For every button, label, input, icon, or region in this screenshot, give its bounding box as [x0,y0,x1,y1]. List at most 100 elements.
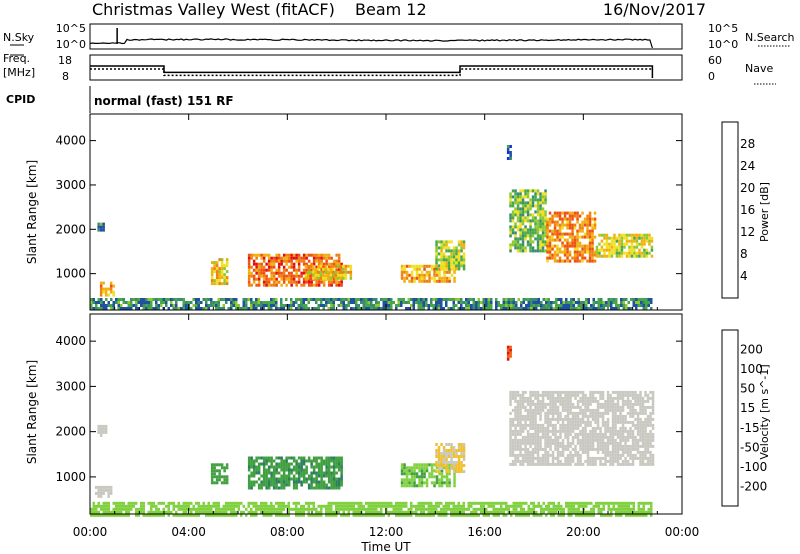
velocity-cell [514,417,517,421]
velocity-cell [443,466,446,470]
power-cell [544,192,547,196]
velocity-cell [337,468,341,472]
power-cell [285,256,288,260]
power-cell [519,192,522,196]
velocity-cell [616,399,620,403]
velocity-cell [646,423,650,427]
velocity-cell [290,468,293,472]
velocity-cell [626,429,630,433]
velocity-cell [514,444,517,448]
power-cell [222,307,225,310]
velocity-cell [555,510,558,514]
velocity-cell [282,468,286,472]
power-cell [347,264,350,268]
power-cell [250,304,253,307]
velocity-cell [524,408,527,412]
velocity-cell [544,414,547,418]
velocity-cell [549,393,552,397]
velocity-cell [320,510,323,514]
velocity-cell [529,438,532,442]
power-colorbar-tick-label: 24 [740,159,755,173]
power-cell [218,258,221,262]
velocity-cell [327,465,331,469]
power-cell [570,307,573,310]
velocity-cell [514,447,517,451]
velocity-cell [497,507,500,511]
velocity-cell [552,504,555,508]
velocity-cell [649,396,652,400]
power-cell [537,301,540,304]
power-cell [442,307,445,310]
velocity-cell [312,504,315,508]
velocity-cell [460,449,463,452]
power-cell [282,256,286,260]
velocity-cell [597,504,600,508]
power-cell [372,304,375,307]
velocity-cell [594,414,597,418]
velocity-cell [549,402,552,406]
power-cell [295,307,298,310]
velocity-cell [112,507,115,511]
velocity-cell [511,390,515,394]
power-cell [102,281,105,285]
velocity-cell [639,438,642,442]
velocity-cell [526,429,530,433]
velocity-cell [300,504,303,508]
velocity-cell [626,450,630,454]
velocity-cell [275,483,278,487]
power-cell [605,304,608,307]
power-cell [511,204,515,208]
velocity-cell [594,432,597,436]
velocity-cell [362,507,365,511]
velocity-cell [418,463,421,467]
velocity-cell [604,462,607,466]
velocity-cell [260,510,263,514]
power-cell [155,307,158,310]
power-cell [257,283,261,287]
velocity-cell [107,513,110,517]
power-cell [317,307,320,310]
x-tick-label: 16:00 [467,525,502,539]
cpid-label: CPID [6,93,35,106]
power-cell [643,236,646,240]
velocity-cell [536,432,540,436]
power-cell [462,243,466,247]
power-cell [428,264,431,268]
power-cell [445,270,449,274]
power-cell [566,244,569,248]
velocity-cell [213,472,216,476]
velocity-cell [581,441,585,445]
power-cell [605,236,609,240]
power-cell [560,307,563,310]
power-cell [539,207,542,211]
power-cell [97,298,100,301]
velocity-cell [579,438,582,442]
velocity-cell [516,423,520,427]
power-cell [252,301,255,304]
velocity-cell [566,438,570,442]
velocity-cell [107,504,110,508]
velocity-cell [485,513,488,517]
velocity-cell [285,456,288,460]
velocity-cell [257,468,261,472]
velocity-cell [642,510,645,514]
velocity-cell [227,504,230,508]
velocity-cell [272,477,276,481]
velocity-cell [531,408,535,412]
power-cell [309,270,313,274]
velocity-cell [619,447,622,451]
velocity-cell [617,507,620,511]
power-cell [544,240,547,244]
velocity-cell [352,504,355,508]
power-cell [487,301,490,304]
velocity-cell [614,420,617,424]
velocity-cell [571,390,575,394]
velocity-cell [442,458,446,461]
power-cell [192,304,195,307]
power-cell [515,301,518,304]
velocity-cell [624,459,627,463]
velocity-cell [651,432,655,436]
velocity-cell [325,474,328,478]
velocity-cell [450,446,453,449]
velocity-cell [641,402,645,406]
